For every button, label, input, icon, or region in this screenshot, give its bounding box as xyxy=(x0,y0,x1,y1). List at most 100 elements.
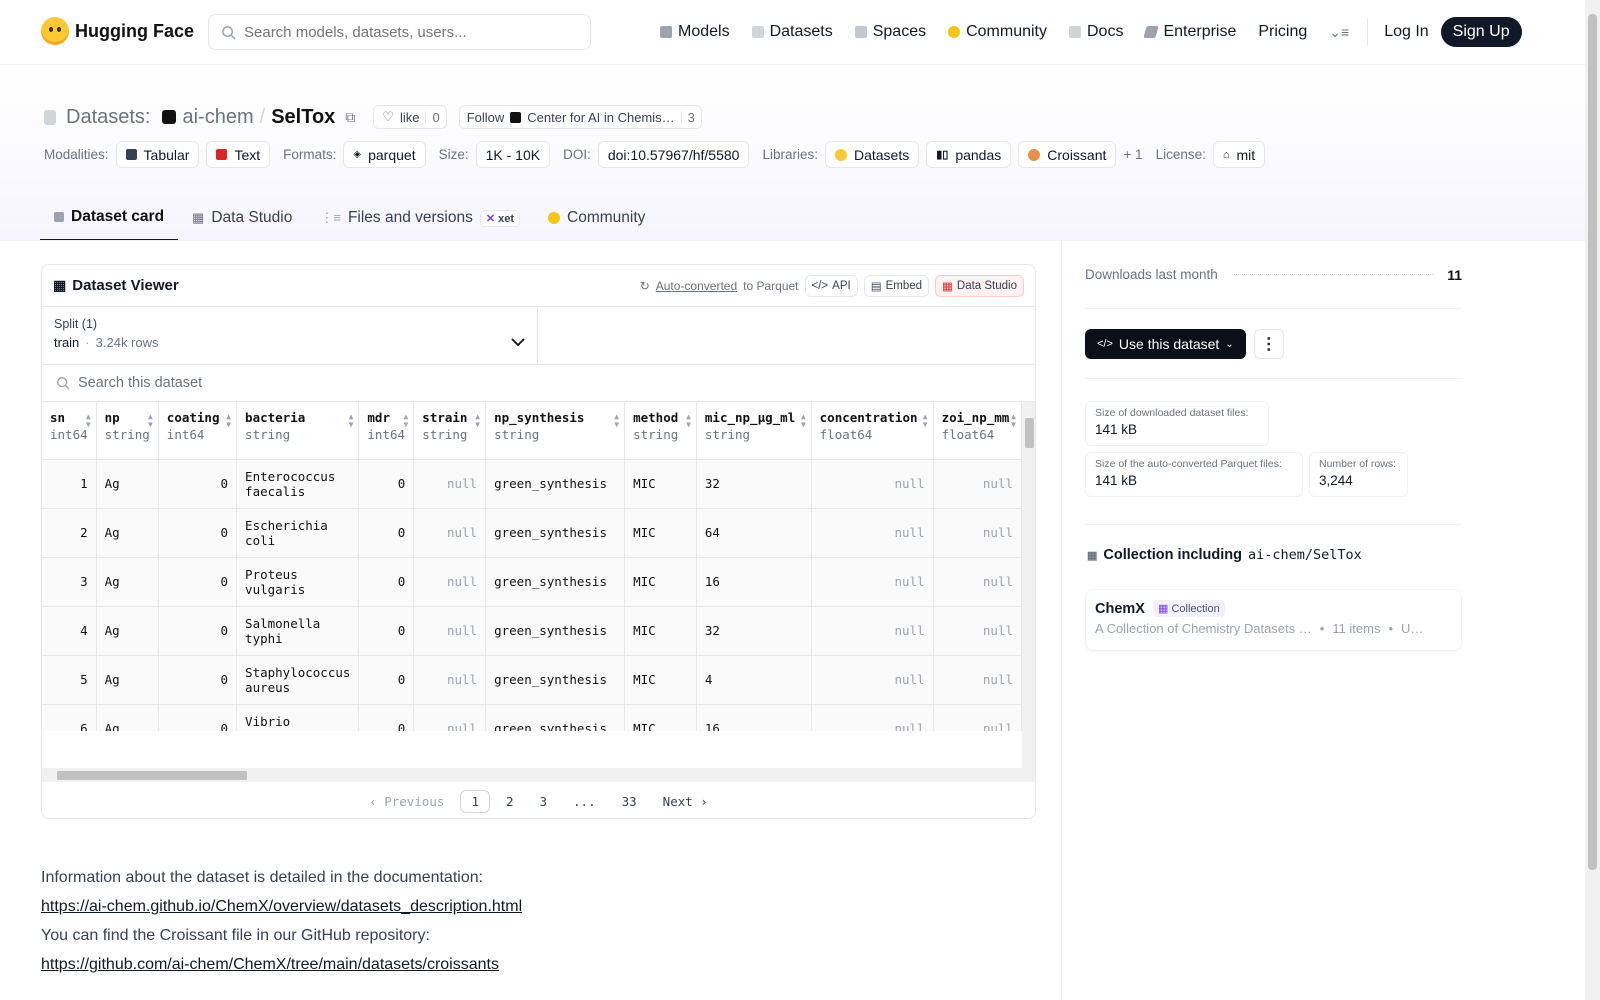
sort-icon[interactable]: ▲ ▼ xyxy=(226,412,232,429)
copy-icon[interactable]: ⧉ xyxy=(345,108,356,125)
sort-icon[interactable]: ▲ ▼ xyxy=(348,412,354,429)
prev-page-button[interactable]: ‹ Previous xyxy=(369,793,445,809)
chevron-down-icon[interactable] xyxy=(511,338,525,347)
book-icon xyxy=(1069,26,1081,38)
repo-type[interactable]: Datasets: xyxy=(66,105,151,128)
library-pandas[interactable]: ▮▯ pandas xyxy=(926,141,1012,168)
table-cell: 0 xyxy=(358,459,415,509)
column-header-10[interactable]: zoi_np_mm float64 ▲ ▼ xyxy=(933,402,1022,460)
parquet-size-value: 141 kB xyxy=(1095,473,1138,488)
modality-tabular[interactable]: Tabular xyxy=(115,141,200,168)
column-header-9[interactable]: concentration float64 ▲ ▼ xyxy=(811,402,934,460)
library-croissant[interactable]: Croissant xyxy=(1018,141,1117,168)
column-header-3[interactable]: bacteria string ▲ ▼ xyxy=(236,402,360,460)
column-header-5[interactable]: strain string ▲ ▼ xyxy=(413,402,487,460)
column-header-8[interactable]: mic_np_µg_ml string ▲ ▼ xyxy=(696,402,812,460)
nav-models[interactable]: Models xyxy=(660,23,730,41)
like-button[interactable]: ♡ like 0 xyxy=(373,105,447,129)
sort-icon[interactable]: ▲ ▼ xyxy=(475,412,481,429)
table-cell: 4 xyxy=(42,606,97,656)
column-header-7[interactable]: method string ▲ ▼ xyxy=(624,402,697,460)
page-scrollbar[interactable] xyxy=(1585,0,1600,1000)
column-header-6[interactable]: np_synthesis string ▲ ▼ xyxy=(485,402,626,460)
dataset-search[interactable]: Search this dataset xyxy=(42,365,1035,402)
sort-icon[interactable]: ▲ ▼ xyxy=(1011,412,1016,429)
tab-community[interactable]: Community xyxy=(534,195,659,241)
page-1[interactable]: 1 xyxy=(460,789,490,813)
table-row[interactable]: 3 Ag 0 Proteus vulgaris 0 null green_synthesis… xyxy=(42,557,1022,607)
table-row[interactable]: 5 Ag 0 Staphylococcus aureus 0 null green_synt… xyxy=(42,655,1022,705)
repo-name[interactable]: SelTox xyxy=(271,105,336,128)
sort-icon[interactable]: ▲ ▼ xyxy=(85,412,91,429)
table-row[interactable]: 1 Ag 0 Enterococcus faecalis 0 null green_synt… xyxy=(42,459,1022,509)
nav-pricing[interactable]: Pricing xyxy=(1258,23,1307,41)
nav-datasets[interactable]: Datasets xyxy=(751,23,833,41)
next-page-button[interactable]: Next › xyxy=(662,793,708,809)
table-cell: null xyxy=(933,606,1022,656)
sidebar-divider-2 xyxy=(1085,524,1462,525)
column-header-1[interactable]: np string ▲ ▼ xyxy=(96,402,159,460)
sort-icon[interactable]: ▲ ▼ xyxy=(922,412,928,429)
tab-files[interactable]: ⋮≡ Files and versions ✕ xet xyxy=(306,195,534,241)
dataset-viewer: ▦ Dataset Viewer ↻ Auto-converted to Par… xyxy=(41,264,1036,819)
login-link[interactable]: Log In xyxy=(1384,23,1428,41)
page-33[interactable]: 33 xyxy=(621,793,637,809)
tab-data-studio[interactable]: ▦ Data Studio xyxy=(178,195,306,241)
downloads-count: 11 xyxy=(1447,266,1462,283)
doi-chip[interactable]: doi:10.57967/hf/5580 xyxy=(597,141,750,168)
embed-button[interactable]: ▤ Embed xyxy=(863,274,930,297)
repo-owner[interactable]: ai-chem xyxy=(182,105,254,128)
nav-spaces[interactable]: Spaces xyxy=(854,23,926,41)
documentation-link[interactable]: https://ai-chem.github.io/ChemX/overview… xyxy=(41,898,523,915)
use-dataset-button[interactable]: </> Use this dataset ⌄ xyxy=(1085,329,1246,359)
page-scrollbar-thumb[interactable] xyxy=(1588,14,1597,870)
follow-button[interactable]: Follow Center for AI in Chemis… 3 xyxy=(458,105,702,129)
sort-icon[interactable]: ▲ ▼ xyxy=(686,412,691,429)
collection-card[interactable]: ChemX ▦ Collection A Collection of Chemi… xyxy=(1085,589,1462,651)
code-icon: </> xyxy=(811,279,829,292)
table-horizontal-scrollbar[interactable] xyxy=(42,768,1035,782)
table-row[interactable]: 4 Ag 0 Salmonella typhi 0 null green_synthesis… xyxy=(42,606,1022,656)
nav-enterprise-label: Enterprise xyxy=(1163,23,1237,40)
nav-more-menu[interactable]: ⌄≡ xyxy=(1329,24,1349,41)
brand-logo[interactable]: Hugging Face xyxy=(41,17,194,45)
size-chip[interactable]: 1K - 10K xyxy=(475,141,551,168)
sort-icon[interactable]: ▲ ▼ xyxy=(147,412,153,429)
column-header-0[interactable]: sn int64 ▲ ▼ xyxy=(42,402,97,460)
auto-converted-link[interactable]: Auto-converted xyxy=(655,278,738,293)
nav-enterprise[interactable]: Enterprise xyxy=(1143,23,1237,41)
table-scroll-area[interactable]: sn int64 ▲ ▼ np string ▲ ▼ coating int64 ▲ ▼ bacteri… xyxy=(42,402,1022,731)
format-parquet[interactable]: ◈ parquet xyxy=(343,141,426,168)
api-button[interactable]: </> API xyxy=(804,274,858,297)
page-2[interactable]: 2 xyxy=(505,793,514,809)
page-3[interactable]: 3 xyxy=(539,793,548,809)
nav-docs[interactable]: Docs xyxy=(1069,23,1123,41)
nav-community[interactable]: Community xyxy=(948,23,1047,41)
croissant-link[interactable]: https://github.com/ai-chem/ChemX/tree/ma… xyxy=(41,956,499,973)
data-studio-button[interactable]: ▦ Data Studio xyxy=(935,274,1024,297)
table-hscroll-thumb[interactable] xyxy=(57,771,247,780)
tab-dataset-card[interactable]: Dataset card xyxy=(40,195,179,241)
modality-text-label: Text xyxy=(234,146,261,163)
sort-icon[interactable]: ▲ ▼ xyxy=(403,412,409,429)
more-options-button[interactable]: ⋮ xyxy=(1253,329,1284,359)
table-cell: 0 xyxy=(358,704,415,731)
global-search[interactable] xyxy=(208,14,591,50)
modality-text[interactable]: Text xyxy=(206,141,271,168)
prev-page-label: Previous xyxy=(384,793,445,809)
global-search-input[interactable] xyxy=(244,23,574,41)
column-header-4[interactable]: mdr int64 ▲ ▼ xyxy=(358,402,415,460)
sort-icon[interactable]: ▲ ▼ xyxy=(614,412,620,429)
split-selector[interactable]: Split (1) train · 3.24k rows xyxy=(42,307,1035,365)
signup-button[interactable]: Sign Up xyxy=(1440,17,1522,47)
table-vertical-scrollbar[interactable] xyxy=(1022,402,1035,768)
column-header-2[interactable]: coating int64 ▲ ▼ xyxy=(158,402,238,460)
libraries-more[interactable]: + 1 xyxy=(1123,147,1143,162)
license-chip[interactable]: ⌂ mit xyxy=(1212,141,1266,168)
sort-icon[interactable]: ▲ ▼ xyxy=(800,412,806,429)
table-row[interactable]: 2 Ag 0 Escherichia coli 0 null green_synthesis… xyxy=(42,508,1022,558)
api-label: API xyxy=(832,279,851,292)
table-vscroll-thumb[interactable] xyxy=(1025,418,1034,448)
library-datasets[interactable]: Datasets xyxy=(824,141,920,168)
